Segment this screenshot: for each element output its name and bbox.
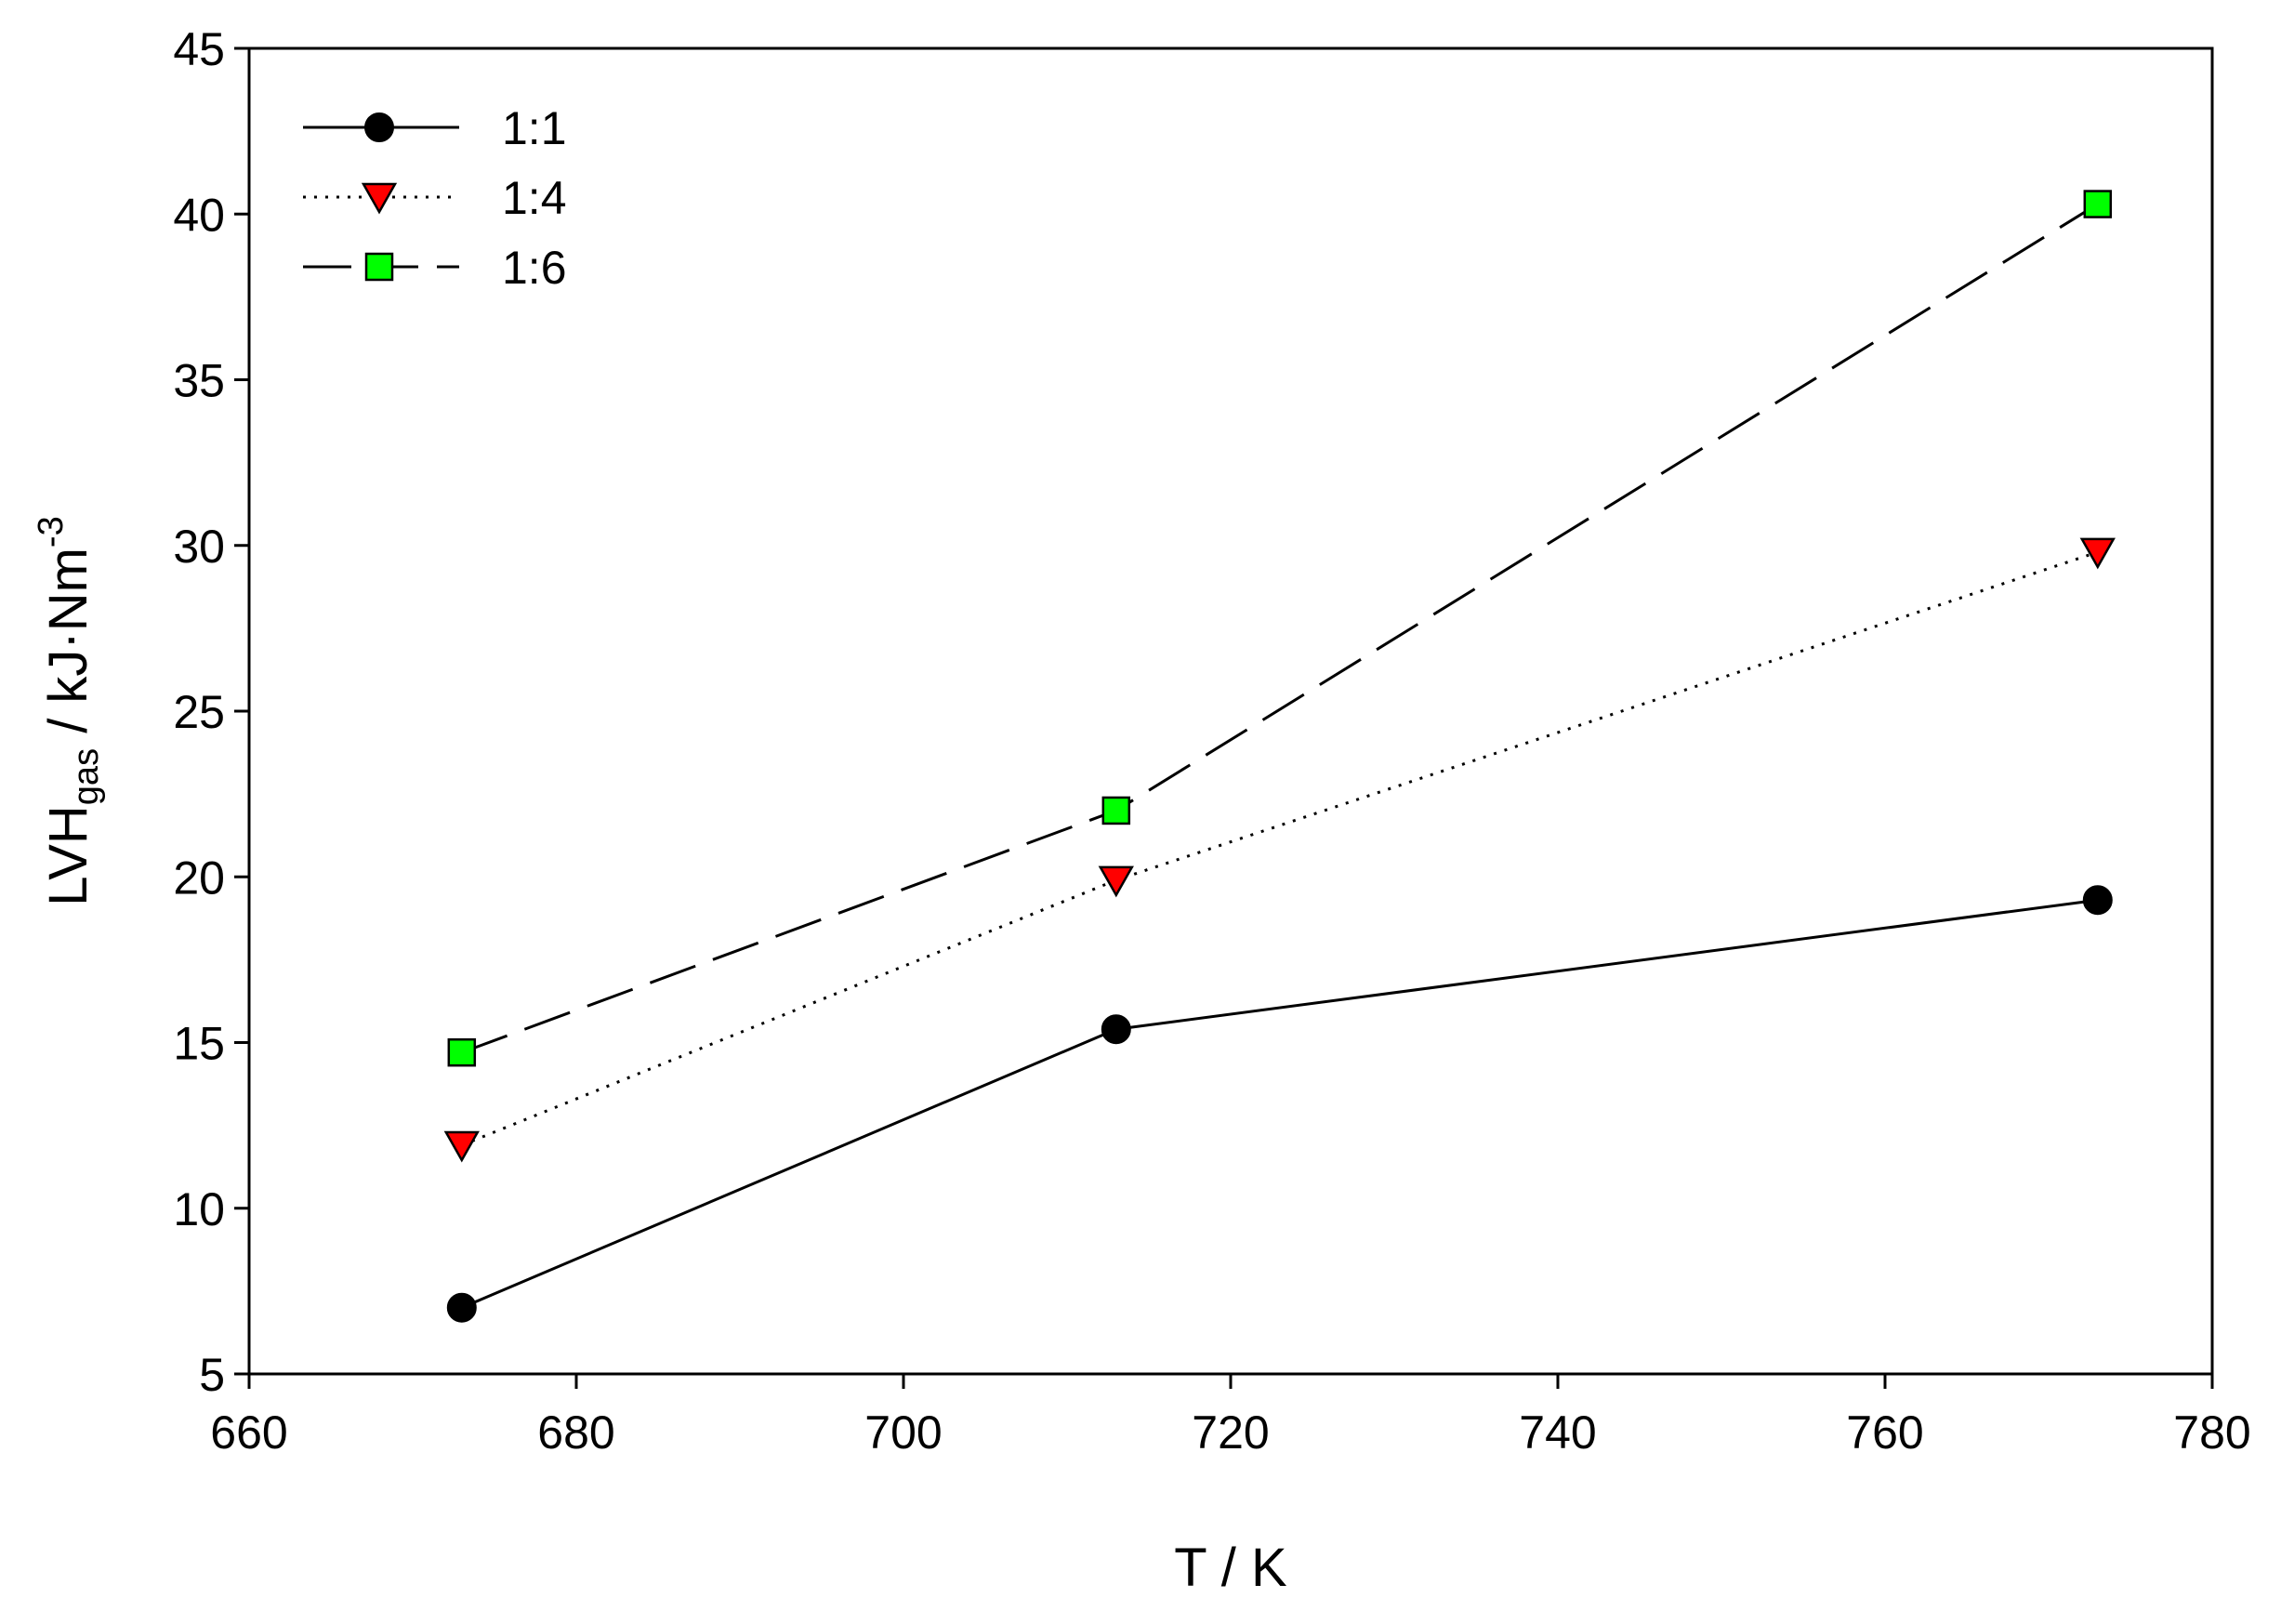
legend-label: 1:4 — [502, 172, 567, 224]
x-axis-ticks: 660 680 700 720 740 760 780 — [210, 1374, 2251, 1459]
y-tick-label: 35 — [173, 355, 225, 407]
x-axis-title: T / K — [1174, 1538, 1287, 1598]
series-3 — [447, 190, 2113, 1067]
x-tick-label: 720 — [1192, 1406, 1269, 1459]
legend-marker — [361, 182, 398, 215]
y-axis-title-unit: / kJ·Nm — [38, 548, 99, 748]
y-tick-label: 30 — [173, 521, 225, 573]
y-tick-label: 25 — [173, 686, 225, 738]
y-axis-ticks: 5 10 15 20 25 30 35 40 45 — [173, 23, 249, 1401]
data-point — [446, 1292, 477, 1323]
series-line — [461, 898, 2098, 1310]
y-axis-title-subscript: gas — [67, 748, 106, 805]
x-tick-label: 680 — [537, 1406, 614, 1459]
y-tick-label: 5 — [199, 1349, 225, 1401]
data-point — [443, 1130, 480, 1163]
y-tick-label: 10 — [173, 1183, 225, 1235]
legend-marker — [364, 252, 394, 282]
data-point — [2083, 190, 2113, 218]
series-line — [461, 550, 2099, 1147]
y-tick-label: 40 — [173, 189, 225, 241]
legend-marker — [364, 112, 394, 142]
legend-item: 1:4 — [303, 172, 567, 224]
legend-label: 1:1 — [502, 102, 567, 154]
y-axis-title-superscript: -3 — [32, 516, 71, 548]
legend-item: 1:1 — [303, 102, 567, 154]
x-tick-label: 700 — [864, 1406, 942, 1459]
data-point — [1101, 1014, 1131, 1045]
x-tick-label: 740 — [1519, 1406, 1596, 1459]
legend: 1:1 1:4 1:6 — [303, 102, 567, 294]
y-axis-title: LVHgas / kJ·Nm-3 — [32, 516, 106, 905]
x-tick-label: 660 — [210, 1406, 287, 1459]
y-tick-label: 20 — [173, 852, 225, 904]
data-point — [2079, 537, 2116, 570]
data-point — [447, 1037, 477, 1067]
series-layer — [443, 190, 2116, 1323]
y-tick-label: 15 — [173, 1018, 225, 1070]
x-tick-label: 780 — [2173, 1406, 2250, 1459]
y-axis-title-base: LVH — [38, 805, 99, 906]
legend-label: 1:6 — [502, 242, 567, 294]
data-point — [1098, 865, 1134, 898]
series-1 — [446, 885, 2113, 1323]
y-tick-label: 45 — [173, 23, 225, 75]
legend-item: 1:6 — [303, 242, 567, 294]
data-point — [1101, 796, 1131, 825]
series-line — [461, 203, 2099, 1054]
series-2 — [443, 537, 2116, 1163]
x-tick-label: 760 — [1846, 1406, 1923, 1459]
data-point — [2082, 885, 2113, 916]
